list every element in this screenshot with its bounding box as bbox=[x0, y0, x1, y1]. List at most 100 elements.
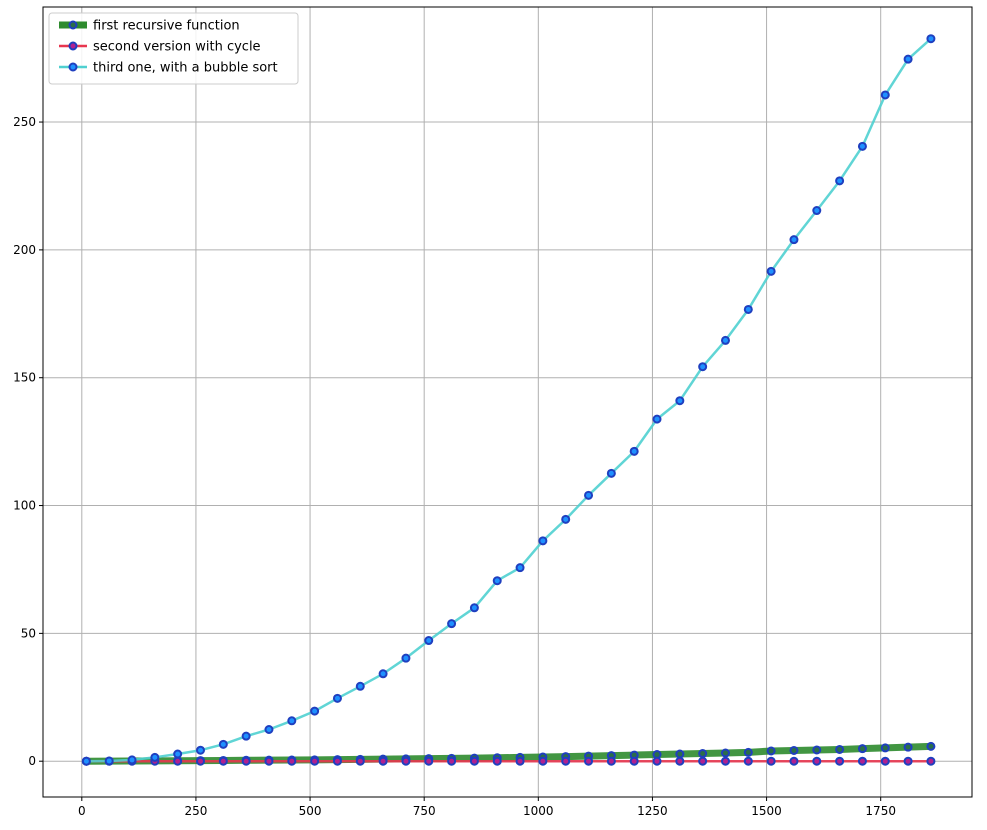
data-point bbox=[287, 716, 297, 726]
data-point bbox=[424, 636, 434, 646]
legend-item: second version with cycle bbox=[59, 40, 261, 55]
data-point bbox=[789, 745, 799, 755]
series-3 bbox=[81, 34, 936, 766]
legend-label: second version with cycle bbox=[93, 40, 261, 55]
data-point bbox=[173, 749, 183, 759]
grid-lines bbox=[43, 7, 972, 797]
data-point bbox=[812, 206, 822, 216]
legend: first recursive function second version w… bbox=[48, 12, 299, 85]
data-point bbox=[264, 725, 274, 735]
data-point bbox=[675, 396, 685, 406]
data-point bbox=[492, 576, 502, 586]
y-tick-label: 0 bbox=[28, 754, 36, 768]
y-tick-label: 50 bbox=[21, 626, 36, 640]
data-point bbox=[81, 756, 91, 766]
data-point bbox=[469, 603, 479, 613]
data-point bbox=[766, 266, 776, 276]
data-point bbox=[880, 743, 890, 753]
data-point bbox=[355, 756, 365, 766]
data-point bbox=[698, 756, 708, 766]
data-point bbox=[903, 756, 913, 766]
data-point bbox=[515, 563, 525, 573]
data-point bbox=[104, 756, 114, 766]
data-point bbox=[515, 756, 525, 766]
data-point bbox=[447, 619, 457, 629]
data-point bbox=[606, 468, 616, 478]
data-point bbox=[173, 756, 183, 766]
data-point bbox=[492, 756, 502, 766]
data-point bbox=[857, 744, 867, 754]
legend-item: third one, with a bubble sort bbox=[59, 61, 278, 76]
x-tick-label: 1750 bbox=[865, 804, 896, 818]
data-point bbox=[789, 756, 799, 766]
x-tick-label: 750 bbox=[413, 804, 436, 818]
series-lines bbox=[81, 34, 936, 766]
data-point bbox=[835, 756, 845, 766]
data-point bbox=[218, 756, 228, 766]
data-point bbox=[218, 739, 228, 749]
data-point bbox=[629, 756, 639, 766]
data-point bbox=[561, 756, 571, 766]
x-tick-label: 1500 bbox=[751, 804, 782, 818]
legend-box bbox=[48, 12, 299, 85]
data-point bbox=[743, 304, 753, 314]
data-point bbox=[469, 756, 479, 766]
data-point bbox=[720, 335, 730, 345]
data-point bbox=[310, 706, 320, 716]
data-point bbox=[584, 756, 594, 766]
data-point bbox=[835, 744, 845, 754]
data-point bbox=[401, 756, 411, 766]
data-point bbox=[812, 745, 822, 755]
legend-swatch-marker bbox=[68, 20, 78, 30]
data-point bbox=[857, 756, 867, 766]
x-tick-label: 250 bbox=[184, 804, 207, 818]
data-point bbox=[310, 756, 320, 766]
data-point bbox=[332, 693, 342, 703]
data-point bbox=[584, 490, 594, 500]
data-point bbox=[447, 756, 457, 766]
x-tick-label: 1000 bbox=[523, 804, 554, 818]
x-tick-label: 1250 bbox=[637, 804, 668, 818]
data-point bbox=[789, 235, 799, 245]
axis-ticks: 0 250 500 750 1000 1250 1500 1750 0 50 100 150 200 25… bbox=[13, 115, 896, 818]
data-point bbox=[766, 756, 776, 766]
data-point bbox=[264, 756, 274, 766]
x-tick-label: 0 bbox=[78, 804, 86, 818]
data-point bbox=[378, 756, 388, 766]
data-point bbox=[287, 756, 297, 766]
data-point bbox=[241, 731, 251, 741]
legend-label: third one, with a bubble sort bbox=[93, 61, 278, 76]
data-point bbox=[355, 681, 365, 691]
data-point bbox=[720, 748, 730, 758]
data-point bbox=[561, 514, 571, 524]
data-point bbox=[743, 756, 753, 766]
y-tick-label: 150 bbox=[13, 371, 36, 385]
data-point bbox=[378, 669, 388, 679]
data-point bbox=[538, 756, 548, 766]
data-point bbox=[903, 742, 913, 752]
data-point bbox=[926, 756, 936, 766]
data-point bbox=[835, 176, 845, 186]
data-point bbox=[401, 653, 411, 663]
series-2 bbox=[81, 756, 936, 766]
data-point bbox=[720, 756, 730, 766]
legend-swatch-marker bbox=[68, 41, 78, 51]
legend-item: first recursive function bbox=[59, 19, 240, 34]
data-point bbox=[424, 756, 434, 766]
data-point bbox=[629, 446, 639, 456]
data-point bbox=[880, 756, 890, 766]
data-point bbox=[812, 756, 822, 766]
data-point bbox=[675, 756, 685, 766]
data-point bbox=[857, 141, 867, 151]
data-point bbox=[538, 536, 548, 546]
data-point bbox=[652, 756, 662, 766]
data-point bbox=[903, 54, 913, 64]
data-point bbox=[241, 756, 251, 766]
data-point bbox=[652, 414, 662, 424]
data-point bbox=[606, 756, 616, 766]
legend-label: first recursive function bbox=[93, 19, 240, 34]
legend-swatch-marker bbox=[68, 62, 78, 72]
data-point bbox=[926, 741, 936, 751]
